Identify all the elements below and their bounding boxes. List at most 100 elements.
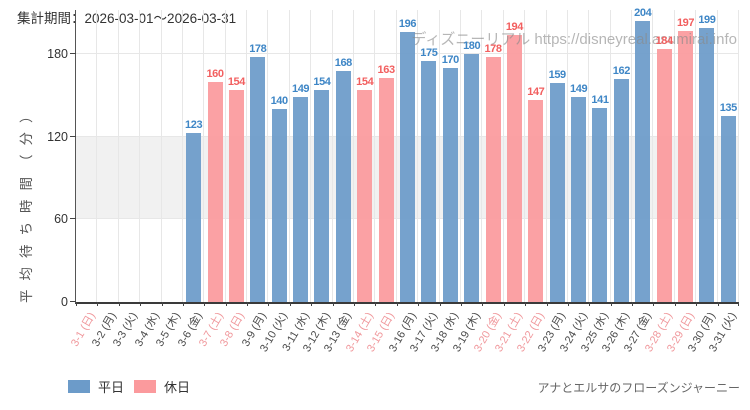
bar [250,56,266,302]
legend-label-holiday: 休日 [164,380,191,395]
bar-value-label: 194 [505,20,524,33]
gridline-vertical [716,10,718,302]
x-axis-tick [204,302,206,306]
x-axis-tick [332,302,334,306]
x-axis-tick [546,302,548,306]
holiday-color-swatch [134,380,157,393]
bar [335,70,351,302]
gridline-vertical [588,10,590,302]
x-axis-tick [460,302,462,306]
gridline-vertical [374,10,376,302]
x-axis-tick [696,302,698,306]
bar [571,96,587,302]
gridline-vertical [353,10,355,302]
gridline-vertical [117,10,119,302]
bar-value-label: 170 [441,53,460,66]
bar-value-label: 140 [270,95,289,108]
bar-value-label: 149 [291,82,310,95]
bar [678,30,694,302]
x-axis-tick [311,302,313,306]
bar-value-label: 154 [227,75,246,88]
y-axis-tick [70,301,76,302]
watermark-credit: ディズニーリアル https://disneyreal.asumirai.inf… [411,31,737,48]
bar-value-label: 147 [527,85,545,98]
bar-value-label: 168 [334,56,353,69]
bar [442,67,458,302]
bar [549,83,565,302]
gridline-vertical [652,10,654,302]
x-axis-tick [118,302,120,306]
plot-area: ディズニーリアル https://disneyreal.asumirai.inf… [47,7,739,354]
gridline-vertical [246,10,248,302]
bar-value-label: 154 [356,75,374,88]
bar [464,54,480,302]
x-axis-tick [567,302,569,306]
bar [592,107,608,302]
bar [421,60,437,302]
weekday-color-swatch [68,380,90,393]
chart-title: 集計期間：2026-03-01～2026-03-31 [17,11,237,26]
bar [271,109,287,302]
x-axis-tick [268,302,270,306]
gridline-vertical [673,10,675,302]
bar-value-label: 175 [420,46,438,59]
bar-value-label: 159 [548,69,567,81]
gridline-vertical [139,10,141,302]
legend: 平日 休日 [68,377,190,396]
bar [314,89,330,302]
bar [506,34,522,302]
bar-value-label: 163 [377,63,396,76]
y-axis-tick [70,135,76,137]
gridline-vertical [524,10,526,302]
bar [400,32,415,302]
bar [485,56,501,302]
bar-value-label: 204 [634,7,652,20]
y-axis-tick [70,218,76,220]
gridline-vertical [481,10,483,302]
x-axis-tick [375,302,377,306]
x-axis-tick [396,302,398,306]
bar-value-label: 184 [655,34,674,47]
x-axis-tick [653,302,655,306]
y-tick-label: 120 [47,129,68,144]
bar-value-label: 149 [570,82,588,95]
gridline-vertical [566,10,568,302]
x-axis-tick [289,302,291,306]
gridline-vertical [96,10,98,302]
gridline-vertical [395,10,397,302]
gridline-vertical [331,10,333,302]
x-axis-tick [482,302,484,306]
x-axis-tick [354,302,356,306]
x-axis-tick [503,302,505,306]
bar-value-label: 160 [206,67,224,80]
gridline-vertical [502,10,504,302]
gridline-vertical [310,10,312,302]
x-axis-tick [674,302,676,306]
gridline-vertical [459,10,461,302]
bar-value-label: 141 [591,93,609,106]
bar [656,48,672,302]
x-axis-tick [140,302,142,306]
x-axis-tick [589,302,591,306]
bar [357,89,373,302]
x-axis-tick [610,302,612,306]
gridline-vertical [438,10,440,302]
x-axis-tick [738,302,739,306]
gridline-vertical [631,10,633,302]
legend-item-weekday: 平日 [68,377,124,396]
x-axis-tick [97,302,99,306]
gridline-vertical [417,10,419,302]
y-tick-label: 180 [47,47,68,62]
bar [635,21,651,302]
gridline-vertical [609,10,611,302]
x-axis-tick [418,302,420,306]
bar [720,116,736,302]
bar-value-label: 162 [612,64,631,77]
x-axis-tick [161,302,163,306]
gridline-vertical [160,10,162,302]
bar-value-label: 180 [463,40,481,53]
x-axis-tick [225,302,227,306]
bar-value-label: 123 [185,118,203,131]
bar [228,89,244,302]
gridline-vertical [224,10,226,302]
